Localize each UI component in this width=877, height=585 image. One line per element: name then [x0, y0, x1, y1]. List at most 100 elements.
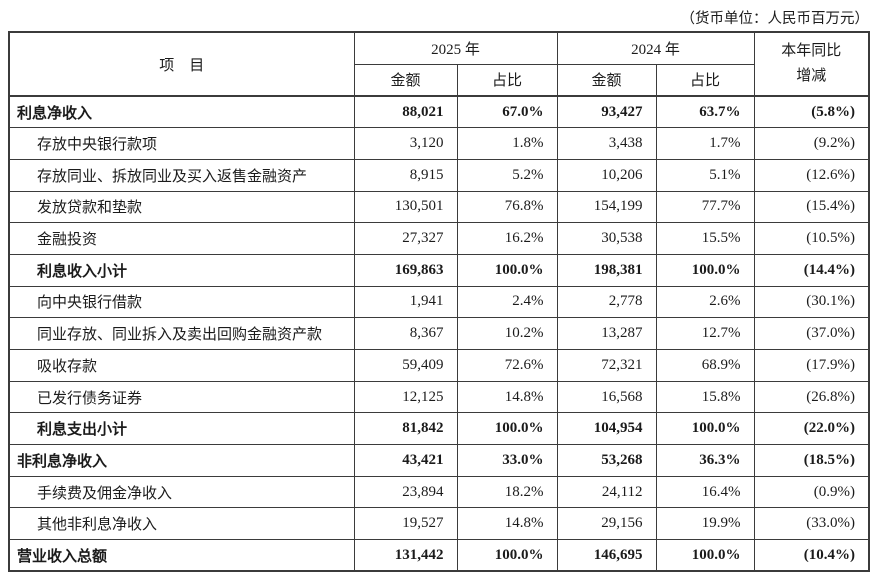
amount-2025-cell: 3,120	[353, 127, 458, 160]
ratio-2024-cell: 15.5%	[655, 222, 755, 255]
yoy-change-cell: (9.2%)	[753, 127, 870, 160]
yoy-change-cell: (10.5%)	[753, 222, 870, 255]
ratio-2025-cell: 100.0%	[456, 412, 558, 446]
row-label: 其他非利息净收入	[8, 507, 355, 541]
ratio-2025-cell: 14.8%	[456, 380, 558, 414]
ratio-2025-cell: 1.8%	[456, 127, 558, 160]
ratio-2024-cell: 15.8%	[655, 380, 755, 414]
table-row: 手续费及佣金净收入 23,894 18.2% 24,112 16.4% (0.9%)	[8, 475, 870, 509]
ratio-2025-cell: 100.0%	[456, 539, 558, 572]
amount-2025-cell: 81,842	[353, 412, 458, 446]
amount-2025-cell: 8,915	[353, 158, 458, 192]
row-label: 利息支出小计	[8, 412, 355, 446]
yoy-change-cell: (14.4%)	[753, 253, 870, 287]
col-header-year-2024: 2024 年	[556, 31, 755, 65]
table-row: 已发行债务证券 12,125 14.8% 16,568 15.8% (26.8%)	[8, 380, 870, 414]
amount-2024-cell: 24,112	[556, 475, 657, 509]
col-header-item: 项 目	[8, 31, 355, 97]
row-label: 同业存放、同业拆入及卖出回购金融资产款	[8, 317, 355, 350]
ratio-2024-cell: 100.0%	[655, 412, 755, 446]
income-breakdown-table: 项 目 2025 年 2024 年 本年同比 增减 金额 占比 金额 占比 利息…	[8, 31, 871, 573]
col-header-ratio-2024: 占比	[655, 63, 755, 97]
amount-2024-cell: 72,321	[556, 349, 657, 382]
amount-2024-cell: 10,206	[556, 158, 657, 192]
row-label: 营业收入总额	[8, 539, 355, 572]
table-row: 非利息净收入 43,421 33.0% 53,268 36.3% (18.5%)	[8, 444, 870, 477]
amount-2025-cell: 88,021	[353, 95, 458, 129]
amount-2024-cell: 198,381	[556, 253, 657, 287]
amount-2025-cell: 27,327	[353, 222, 458, 255]
table-row: 发放贷款和垫款 130,501 76.8% 154,199 77.7% (15.4%)	[8, 190, 870, 224]
yoy-change-cell: (10.4%)	[753, 539, 870, 572]
table-row: 向中央银行借款 1,941 2.4% 2,778 2.6% (30.1%)	[8, 285, 870, 319]
amount-2025-cell: 59,409	[353, 349, 458, 382]
row-label: 手续费及佣金净收入	[8, 475, 355, 509]
table-body: 利息净收入 88,021 67.0% 93,427 63.7% (5.8%) 存放中央银行款…	[8, 95, 870, 572]
amount-2024-cell: 53,268	[556, 444, 657, 477]
row-label: 已发行债务证券	[8, 380, 355, 414]
table-row: 存放同业、拆放同业及买入返售金融资产 8,915 5.2% 10,206 5.1% (12…	[8, 158, 870, 192]
amount-2024-cell: 30,538	[556, 222, 657, 255]
amount-2025-cell: 23,894	[353, 475, 458, 509]
amount-2024-cell: 154,199	[556, 190, 657, 224]
amount-2024-cell: 104,954	[556, 412, 657, 446]
ratio-2024-cell: 68.9%	[655, 349, 755, 382]
amount-2024-cell: 13,287	[556, 317, 657, 350]
amount-2024-cell: 3,438	[556, 127, 657, 160]
ratio-2024-cell: 1.7%	[655, 127, 755, 160]
table-row: 存放中央银行款项 3,120 1.8% 3,438 1.7% (9.2%)	[8, 127, 870, 160]
yoy-change-cell: (15.4%)	[753, 190, 870, 224]
row-label: 发放贷款和垫款	[8, 190, 355, 224]
ratio-2025-cell: 72.6%	[456, 349, 558, 382]
row-label: 存放中央银行款项	[8, 127, 355, 160]
col-header-amount-2025: 金额	[353, 63, 458, 97]
ratio-2024-cell: 100.0%	[655, 539, 755, 572]
ratio-2025-cell: 67.0%	[456, 95, 558, 129]
ratio-2024-cell: 19.9%	[655, 507, 755, 541]
ratio-2025-cell: 100.0%	[456, 253, 558, 287]
yoy-change-cell: (0.9%)	[753, 475, 870, 509]
row-label: 利息净收入	[8, 95, 355, 129]
amount-2025-cell: 19,527	[353, 507, 458, 541]
ratio-2024-cell: 16.4%	[655, 475, 755, 509]
row-label: 存放同业、拆放同业及买入返售金融资产	[8, 158, 355, 192]
yoy-change-cell: (12.6%)	[753, 158, 870, 192]
ratio-2024-cell: 12.7%	[655, 317, 755, 350]
ratio-2025-cell: 18.2%	[456, 475, 558, 509]
table-row: 利息支出小计 81,842 100.0% 104,954 100.0% (22.0%)	[8, 412, 870, 446]
table-row: 其他非利息净收入 19,527 14.8% 29,156 19.9% (33.0%)	[8, 507, 870, 541]
table-header: 项 目 2025 年 2024 年 本年同比 增减 金额 占比 金额 占比	[8, 31, 870, 97]
yoy-change-cell: (37.0%)	[753, 317, 870, 350]
yoy-change-cell: (26.8%)	[753, 380, 870, 414]
table-row: 吸收存款 59,409 72.6% 72,321 68.9% (17.9%)	[8, 349, 870, 382]
amount-2025-cell: 169,863	[353, 253, 458, 287]
col-header-year-2025: 2025 年	[353, 31, 558, 65]
amount-2024-cell: 93,427	[556, 95, 657, 129]
ratio-2025-cell: 2.4%	[456, 285, 558, 319]
currency-unit-note: （货币单位：人民币百万元）	[680, 11, 870, 27]
yoy-change-cell: (17.9%)	[753, 349, 870, 382]
yoy-change-cell: (22.0%)	[753, 412, 870, 446]
ratio-2024-cell: 2.6%	[655, 285, 755, 319]
col-header-ratio-2025: 占比	[456, 63, 558, 97]
amount-2025-cell: 8,367	[353, 317, 458, 350]
amount-2025-cell: 12,125	[353, 380, 458, 414]
table-row: 金融投资 27,327 16.2% 30,538 15.5% (10.5%)	[8, 222, 870, 255]
row-label: 向中央银行借款	[8, 285, 355, 319]
amount-2025-cell: 43,421	[353, 444, 458, 477]
ratio-2025-cell: 33.0%	[456, 444, 558, 477]
ratio-2025-cell: 5.2%	[456, 158, 558, 192]
ratio-2024-cell: 5.1%	[655, 158, 755, 192]
amount-2025-cell: 130,501	[353, 190, 458, 224]
ratio-2024-cell: 63.7%	[655, 95, 755, 129]
amount-2024-cell: 146,695	[556, 539, 657, 572]
amount-2025-cell: 1,941	[353, 285, 458, 319]
col-header-yoy-line2: 增减	[796, 68, 827, 84]
amount-2024-cell: 29,156	[556, 507, 657, 541]
amount-2024-cell: 2,778	[556, 285, 657, 319]
table-row: 同业存放、同业拆入及卖出回购金融资产款 8,367 10.2% 13,287 12.7%…	[8, 317, 870, 350]
yoy-change-cell: (5.8%)	[753, 95, 870, 129]
ratio-2025-cell: 14.8%	[456, 507, 558, 541]
amount-2025-cell: 131,442	[353, 539, 458, 572]
